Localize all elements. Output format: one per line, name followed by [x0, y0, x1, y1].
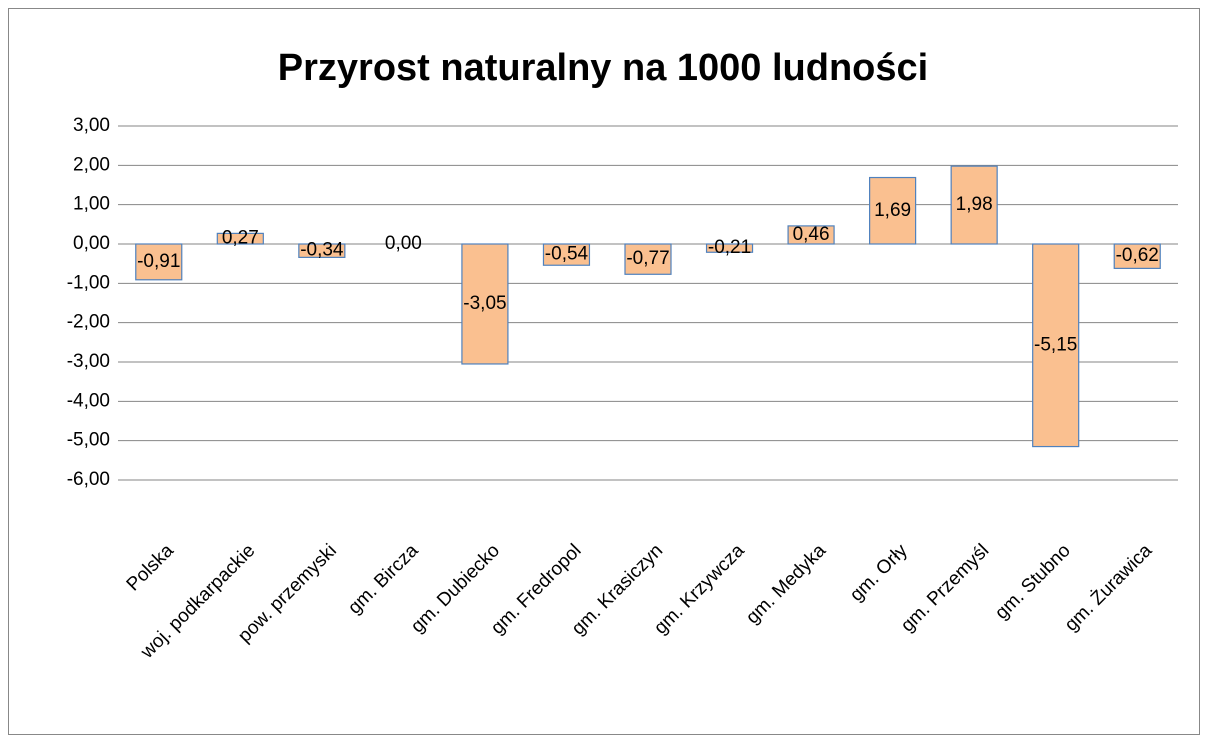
- y-tick-label: 3,00: [73, 115, 110, 136]
- bar: [461, 243, 509, 365]
- bar: [869, 176, 917, 245]
- bar: [624, 243, 672, 275]
- data-label: 0,00: [385, 233, 422, 254]
- chart-title: Przyrost naturalny na 1000 ludności: [278, 47, 928, 89]
- bar: [1032, 243, 1080, 448]
- data-label: -0,91: [137, 251, 180, 272]
- y-tick-label: -6,00: [67, 469, 110, 490]
- bar: [950, 165, 998, 245]
- y-tick-label: 0,00: [73, 233, 110, 254]
- chart-frame: [8, 8, 1200, 735]
- bar: [298, 243, 346, 258]
- y-tick-label: 1,00: [73, 194, 110, 215]
- y-tick-label: 2,00: [73, 154, 110, 175]
- data-label: -3,05: [463, 293, 506, 314]
- data-label: 1,98: [956, 194, 993, 215]
- data-label: -0,62: [1116, 245, 1159, 266]
- data-label: -0,54: [545, 244, 589, 265]
- bar: [135, 243, 183, 281]
- data-label: 1,69: [874, 200, 911, 221]
- data-label: -0,34: [300, 240, 344, 261]
- y-tick-label: -2,00: [67, 312, 110, 333]
- data-label: 0,46: [793, 224, 830, 245]
- y-tick-label: -3,00: [67, 351, 110, 372]
- data-label: 0,27: [222, 228, 259, 249]
- y-tick-label: -5,00: [67, 430, 110, 451]
- y-tick-label: -1,00: [67, 272, 110, 293]
- bar: [787, 225, 835, 245]
- data-label: -5,15: [1034, 334, 1077, 355]
- bar: [542, 243, 591, 266]
- y-tick-label: -4,00: [67, 390, 110, 411]
- data-label: -0,21: [708, 237, 751, 258]
- bar: [216, 232, 264, 245]
- bar: [705, 243, 754, 253]
- bar: [1113, 243, 1161, 269]
- data-label: -0,77: [626, 248, 669, 269]
